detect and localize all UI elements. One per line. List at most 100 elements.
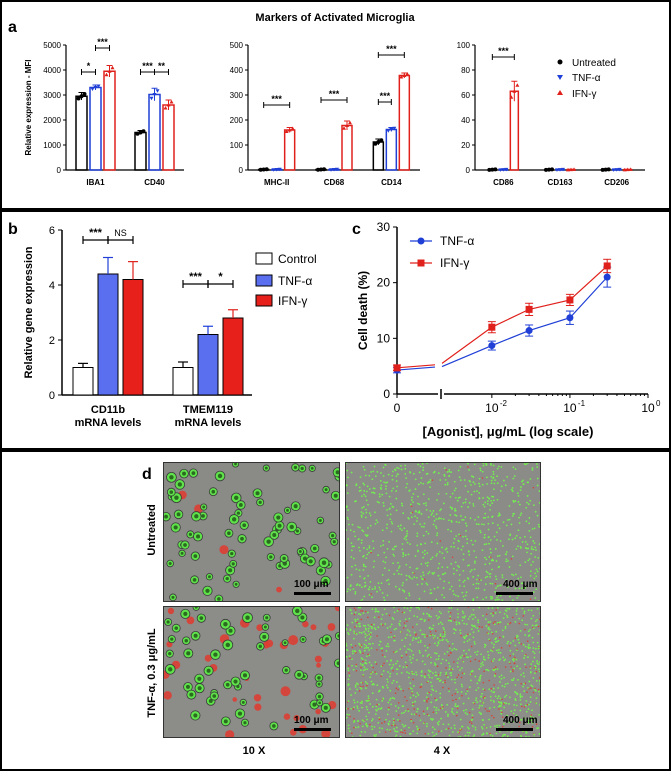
green-cell: [489, 508, 491, 511]
green-cell: [449, 514, 452, 516]
green-cell: [498, 512, 501, 515]
green-cell: [530, 552, 533, 555]
green-cell: [491, 607, 494, 610]
green-cell: [500, 702, 503, 705]
green-cell: [363, 649, 366, 652]
green-cell: [487, 607, 490, 610]
green-cell: [371, 627, 373, 630]
scalebar: [294, 728, 331, 731]
green-cell: [515, 714, 518, 717]
green-cell: [444, 711, 447, 713]
green-cell: [534, 717, 536, 720]
green-cell: [454, 629, 457, 631]
green-cell: [455, 594, 457, 597]
y-tick-label: 10: [377, 331, 391, 345]
green-cell: [435, 706, 438, 709]
green-cell: [387, 708, 390, 711]
red-cell: [455, 714, 458, 717]
red-cell: [537, 688, 540, 691]
red-cell: [450, 668, 453, 671]
green-cell: [436, 722, 439, 724]
green-cell: [358, 642, 360, 645]
green-cell: [425, 502, 427, 504]
green-cell: [427, 532, 430, 535]
green-cell: [470, 624, 473, 627]
green-cell: [519, 695, 522, 697]
green-cell: [377, 626, 380, 629]
green-cell: [430, 541, 433, 543]
green-cell: [395, 475, 398, 478]
green-cell: [422, 654, 425, 657]
data-point: [603, 167, 608, 172]
green-cell: [513, 709, 516, 711]
red-cell: [219, 545, 229, 555]
green-cell: [483, 589, 486, 591]
green-cell: [538, 733, 540, 735]
green-cell: [347, 667, 349, 670]
green-cell: [514, 644, 517, 647]
green-cell: [531, 736, 533, 737]
green-cell: [393, 468, 396, 471]
y-tick-label: 300: [230, 91, 244, 100]
green-cell: [360, 541, 363, 544]
red-cell: [422, 710, 425, 713]
red-cell: [376, 635, 378, 637]
green-cell: [420, 575, 422, 578]
green-cell: [532, 560, 534, 563]
green-cell: [392, 663, 395, 666]
green-cell: [444, 478, 447, 481]
green-cell: [519, 667, 521, 670]
green-cell: [530, 617, 533, 620]
green-cell: [495, 578, 498, 580]
green-cell: [520, 512, 523, 515]
green-cell: [418, 471, 421, 474]
green-cell: [383, 599, 386, 601]
green-cell: [501, 576, 504, 579]
significance-label: ***: [271, 94, 282, 104]
green-cell: [521, 607, 524, 610]
red-cell: [518, 721, 521, 724]
green-cell: [445, 492, 448, 495]
data-point: [277, 167, 282, 172]
green-cell: [520, 576, 522, 579]
green-cell: [501, 599, 504, 601]
green-cell: [450, 607, 453, 609]
green-cell: [516, 607, 518, 610]
green-cell: [359, 526, 361, 529]
cell-nucleus: [242, 523, 247, 528]
green-cell: [487, 654, 490, 657]
green-cell: [487, 650, 489, 653]
red-cell: [539, 618, 540, 621]
green-cell: [467, 577, 470, 580]
green-cell: [433, 571, 436, 574]
green-cell: [534, 667, 537, 670]
green-cell: [369, 676, 372, 679]
red-cell: [355, 669, 358, 672]
cell-nucleus: [289, 524, 294, 530]
green-cell: [457, 705, 460, 707]
green-cell: [522, 479, 524, 482]
green-cell: [468, 501, 471, 504]
green-cell: [415, 725, 418, 728]
green-cell: [520, 582, 523, 585]
green-cell: [484, 643, 486, 646]
red-cell: [501, 726, 504, 728]
green-cell: [475, 523, 478, 525]
green-cell: [365, 699, 368, 702]
red-cell: [359, 722, 361, 725]
green-cell: [416, 544, 419, 547]
green-cell: [509, 534, 512, 537]
green-cell: [467, 656, 470, 659]
green-cell: [534, 620, 537, 623]
green-cell: [388, 699, 391, 702]
green-cell: [399, 624, 401, 627]
green-cell: [495, 637, 498, 640]
green-cell: [424, 633, 426, 636]
cell-nucleus: [324, 488, 328, 492]
green-cell: [395, 734, 398, 737]
red-cell: [432, 711, 435, 714]
red-cell: [394, 692, 397, 695]
green-cell: [463, 579, 466, 582]
data-point: [392, 126, 397, 131]
green-cell: [365, 628, 367, 631]
